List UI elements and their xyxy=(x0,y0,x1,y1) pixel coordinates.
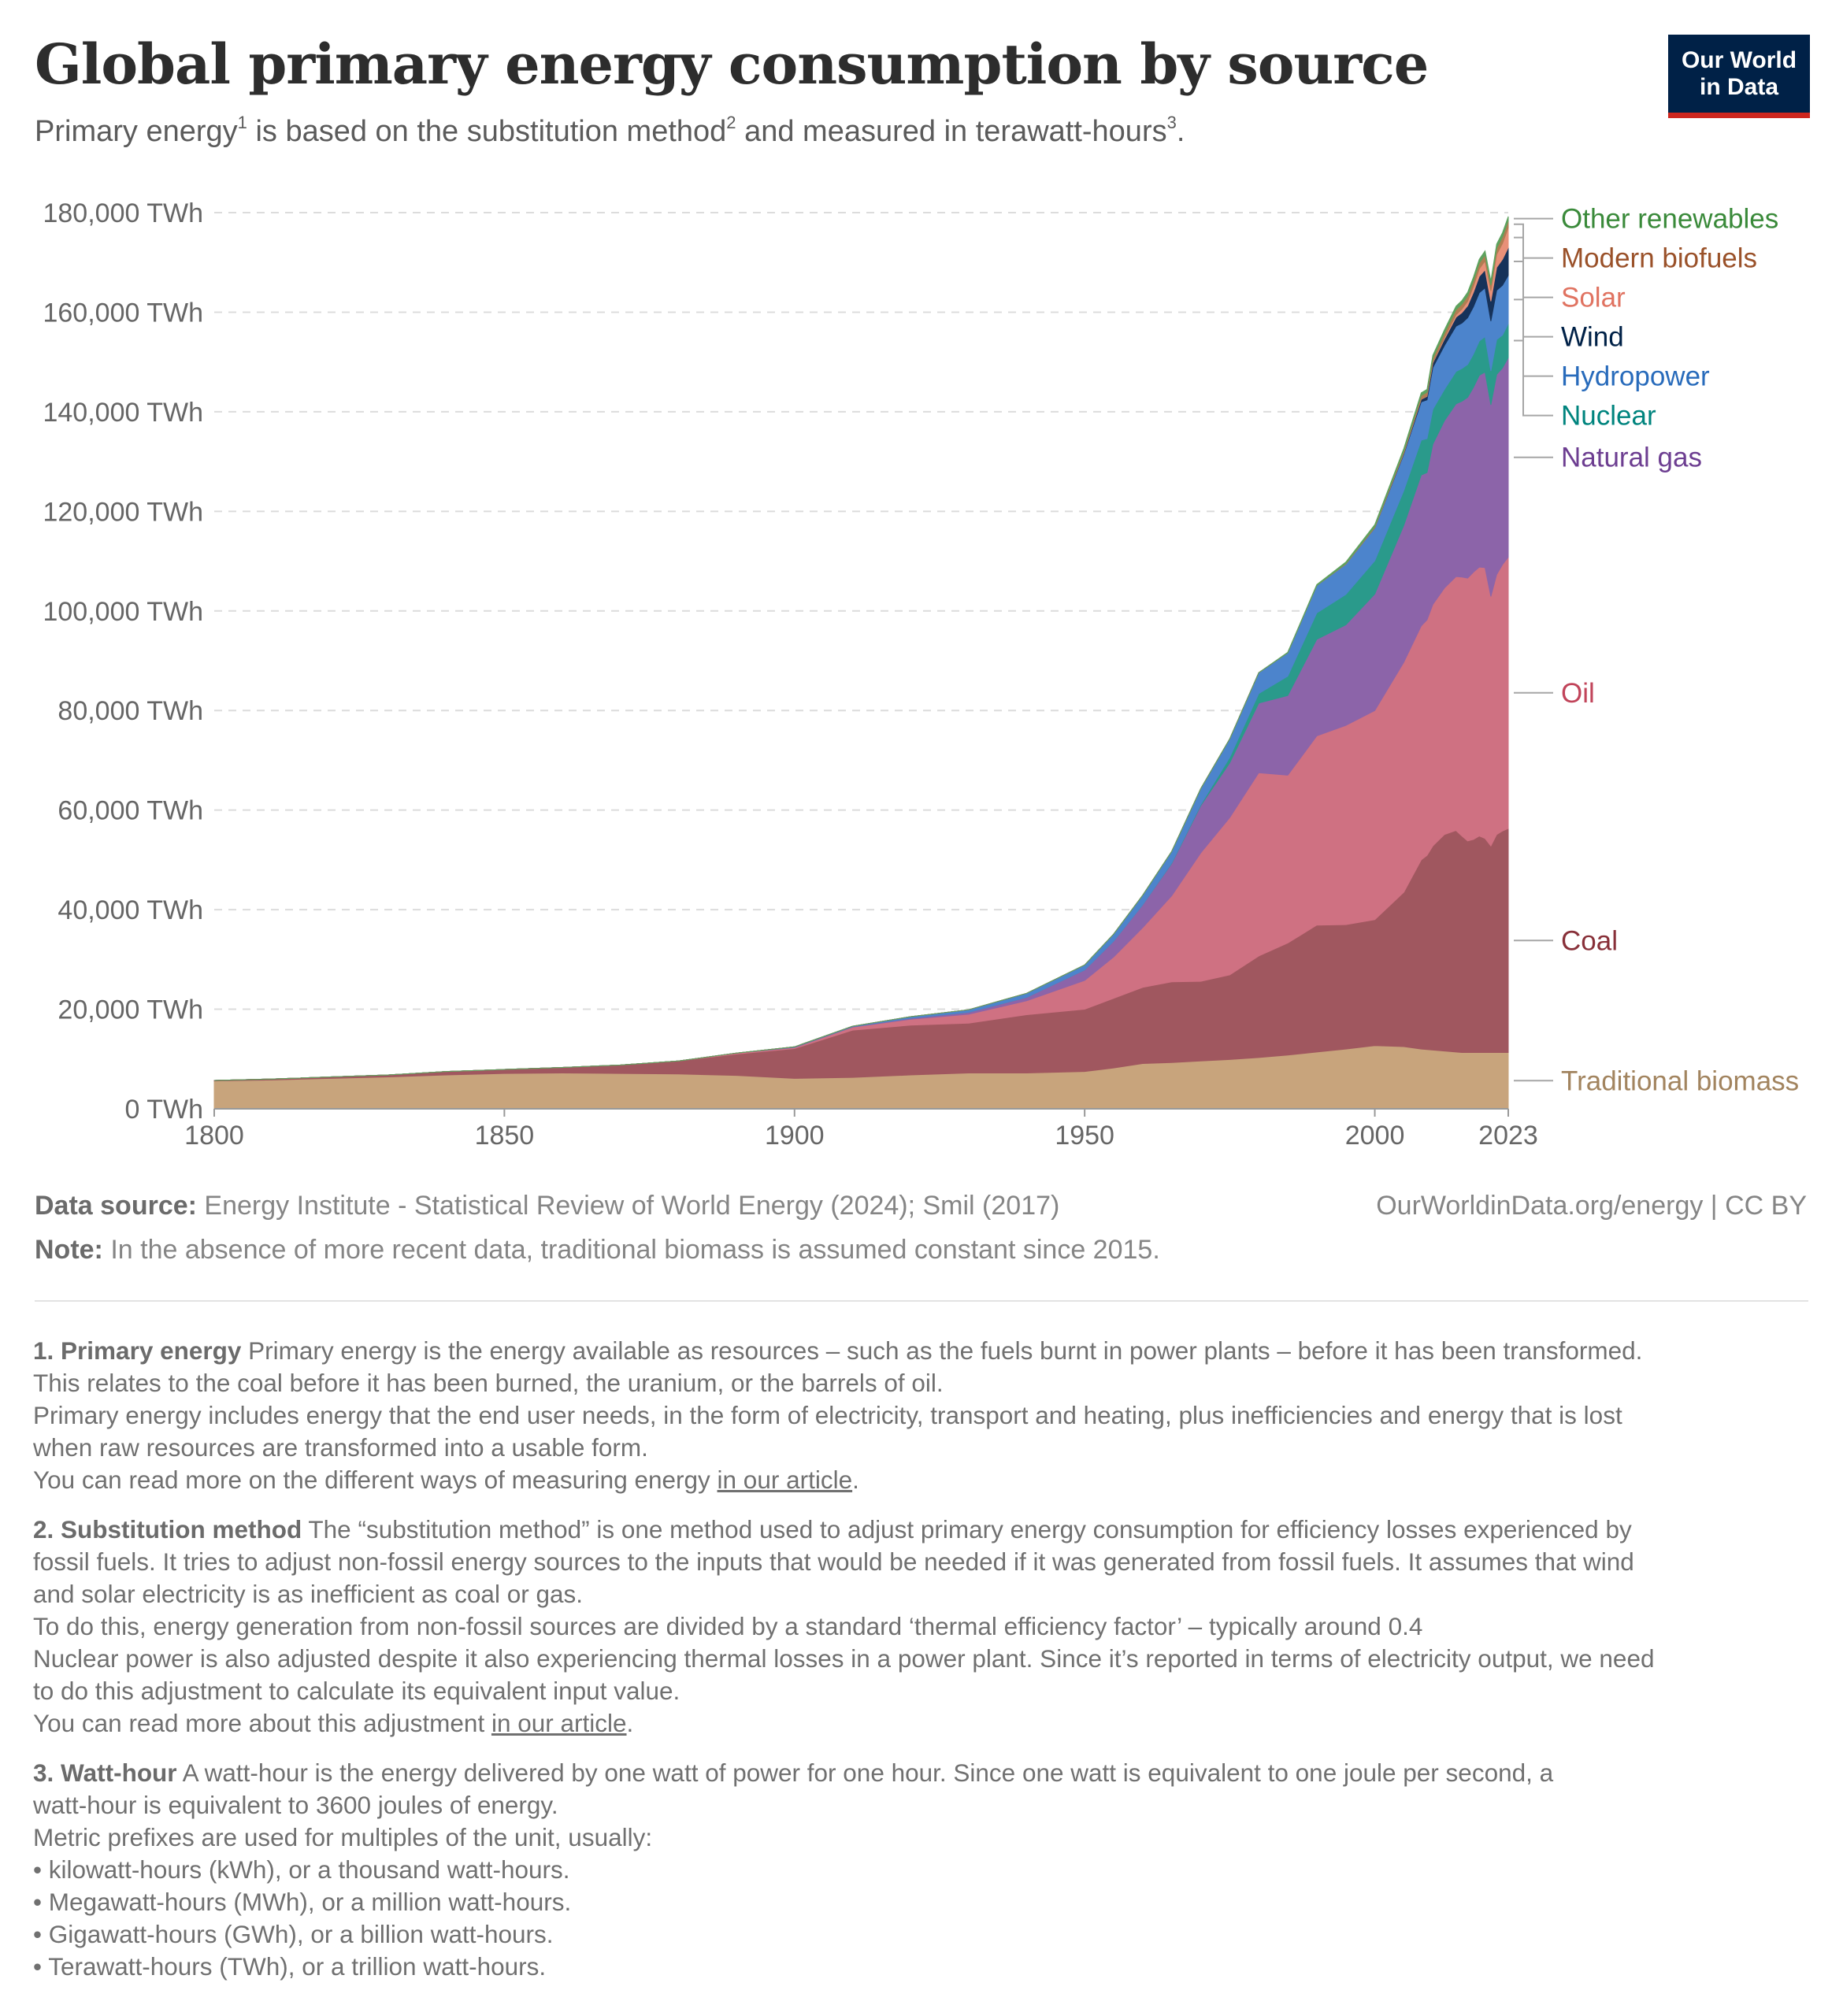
footnote-3-bullet-4: • Terawatt-hours (TWh), or a trillion wa… xyxy=(33,1952,547,1981)
footnote-2-article-link[interactable]: in our article xyxy=(491,1709,627,1737)
area-other-renewables[interactable] xyxy=(213,216,1509,1081)
y-tick-label: 80,000 TWh xyxy=(57,696,203,726)
subtitle-text-1: Primary energy xyxy=(35,115,238,148)
footnote-ref-2[interactable]: 2 xyxy=(726,113,736,132)
label-connector xyxy=(1514,236,1553,298)
footnote-2-line-5: Nuclear power is also adjusted despite i… xyxy=(33,1644,1655,1673)
footnote-2-text: The “substitution method” is one method … xyxy=(302,1515,1632,1544)
x-tick-label: 1800 xyxy=(184,1121,244,1151)
footnote-3: 3. Watt-hour A watt-hour is the energy d… xyxy=(33,1757,1813,1983)
label-connector xyxy=(1514,298,1553,377)
footnote-1: 1. Primary energy Primary energy is the … xyxy=(33,1335,1813,1496)
footnote-1-end: . xyxy=(852,1466,859,1494)
y-tick-label: 140,000 TWh xyxy=(43,398,203,428)
footnote-1-line-4: when raw resources are transformed into … xyxy=(33,1433,648,1462)
chart-title: Global primary energy consumption by sou… xyxy=(35,32,1429,97)
series-label-coal[interactable]: Coal xyxy=(1561,925,1618,956)
x-tick-label: 1900 xyxy=(765,1121,825,1151)
x-tick-label: 1850 xyxy=(475,1121,535,1151)
y-tick-label: 100,000 TWh xyxy=(43,597,203,627)
footnote-1-title: 1. Primary energy xyxy=(33,1336,242,1365)
divider xyxy=(35,1300,1808,1302)
owid-logo[interactable]: Our World in Data xyxy=(1668,35,1810,118)
footnote-1-text-5: You can read more on the different ways … xyxy=(33,1466,718,1494)
footnote-3-line-1: 3. Watt-hour A watt-hour is the energy d… xyxy=(33,1757,1813,1789)
footnote-2-line-7: You can read more about this adjustment … xyxy=(33,1707,1813,1740)
label-connector xyxy=(1514,223,1553,259)
footnote-3-line-2: watt-hour is equivalent to 3600 joules o… xyxy=(33,1791,558,1819)
footnote-3-bullet-2: • Megawatt-hours (MWh), or a million wat… xyxy=(33,1888,572,1916)
series-label-nuclear[interactable]: Nuclear xyxy=(1561,401,1656,432)
series-label-solar[interactable]: Solar xyxy=(1561,283,1626,313)
axes: 0 TWh 20,000 TWh 40,000 TWh 60,000 TWh 80,00… xyxy=(43,198,1537,1151)
y-tick-label: 0 TWh xyxy=(124,1095,203,1125)
chart-note: Note: In the absence of more recent data… xyxy=(35,1235,1160,1266)
series-label-natural-gas[interactable]: Natural gas xyxy=(1561,443,1702,473)
note-label: Note: xyxy=(35,1235,103,1265)
subtitle-text-4: . xyxy=(1176,115,1185,148)
footnote-1-line-1: 1. Primary energy Primary energy is the … xyxy=(33,1335,1813,1367)
footnote-2-title: 2. Substitution method xyxy=(33,1515,302,1544)
footnote-ref-1[interactable]: 1 xyxy=(237,113,247,132)
footnotes: 1. Primary energy Primary energy is the … xyxy=(33,1335,1813,2000)
series-label-hydropower[interactable]: Hydropower xyxy=(1561,361,1710,392)
y-tick-label: 60,000 TWh xyxy=(57,796,203,826)
series-label-modern-biofuels[interactable]: Modern biofuels xyxy=(1561,243,1757,274)
footnote-1-line-5: You can read more on the different ways … xyxy=(33,1464,1813,1496)
subtitle-text-3: and measured in terawatt-hours xyxy=(736,115,1167,148)
footnote-2: 2. Substitution method The “substitution… xyxy=(33,1514,1813,1740)
series-label-wind[interactable]: Wind xyxy=(1561,322,1624,353)
data-source-text: Energy Institute - Statistical Review of… xyxy=(196,1191,1060,1221)
series-labels: Other renewables Modern biofuels Solar Wind… xyxy=(1514,204,1799,1096)
y-tick-label: 180,000 TWh xyxy=(43,198,203,228)
data-source: Data source: Energy Institute - Statisti… xyxy=(35,1191,1059,1221)
logo-line-2: in Data xyxy=(1699,73,1779,100)
subtitle-text-2: is based on the substitution method xyxy=(247,115,727,148)
footnote-1-line-3: Primary energy includes energy that the … xyxy=(33,1401,1622,1429)
series-label-oil[interactable]: Oil xyxy=(1561,678,1595,709)
stacked-area-chart[interactable]: 0 TWh 20,000 TWh 40,000 TWh 60,000 TWh 80,00… xyxy=(0,173,1843,1173)
series-label-other-renewables[interactable]: Other renewables xyxy=(1561,204,1778,235)
note-text: In the absence of more recent data, trad… xyxy=(102,1235,1160,1265)
data-source-label: Data source: xyxy=(35,1191,197,1221)
footnote-1-text: Primary energy is the energy available a… xyxy=(241,1336,1643,1365)
footnote-3-text: A watt-hour is the energy delivered by o… xyxy=(176,1758,1554,1787)
footnote-3-title: 3. Watt-hour xyxy=(33,1758,177,1787)
footnote-2-line-2: fossil fuels. It tries to adjust non-fos… xyxy=(33,1547,1634,1576)
footnote-2-line-6: to do this adjustment to calculate its e… xyxy=(33,1677,680,1705)
footnote-2-end: . xyxy=(626,1709,634,1737)
y-tick-label: 20,000 TWh xyxy=(57,995,203,1025)
footnote-2-line-4: To do this, energy generation from non-f… xyxy=(33,1612,1423,1640)
logo-line-1: Our World xyxy=(1681,46,1797,73)
footnote-3-line-3: Metric prefixes are used for multiples o… xyxy=(33,1823,653,1851)
footnote-2-text-7: You can read more about this adjustment xyxy=(33,1709,491,1737)
footnote-3-bullet-1: • kilowatt-hours (kWh), or a thousand wa… xyxy=(33,1855,570,1884)
series-label-traditional-biomass[interactable]: Traditional biomass xyxy=(1561,1065,1799,1096)
area-series xyxy=(213,216,1509,1110)
label-connector xyxy=(1514,339,1553,417)
chart-subtitle: Primary energy1 is based on the substitu… xyxy=(35,113,1185,149)
footnote-3-bullet-3: • Gigawatt-hours (GWh), or a billion wat… xyxy=(33,1920,554,1948)
footnote-2-line-1: 2. Substitution method The “substitution… xyxy=(33,1514,1813,1546)
footnote-ref-3[interactable]: 3 xyxy=(1166,113,1177,132)
footnote-1-line-2: This relates to the coal before it has b… xyxy=(33,1369,944,1397)
x-tick-label: 1950 xyxy=(1055,1121,1114,1151)
x-tick-label: 2023 xyxy=(1478,1121,1538,1151)
footnote-1-article-link[interactable]: in our article xyxy=(717,1466,853,1494)
x-tick-label: 2000 xyxy=(1345,1121,1405,1151)
y-tick-label: 160,000 TWh xyxy=(43,298,203,328)
credit-link[interactable]: OurWorldinData.org/energy | CC BY xyxy=(1376,1191,1807,1221)
y-tick-label: 120,000 TWh xyxy=(43,497,203,527)
y-tick-label: 40,000 TWh xyxy=(57,895,203,925)
footnote-2-line-3: and solar electricity is as inefficient … xyxy=(33,1580,583,1608)
